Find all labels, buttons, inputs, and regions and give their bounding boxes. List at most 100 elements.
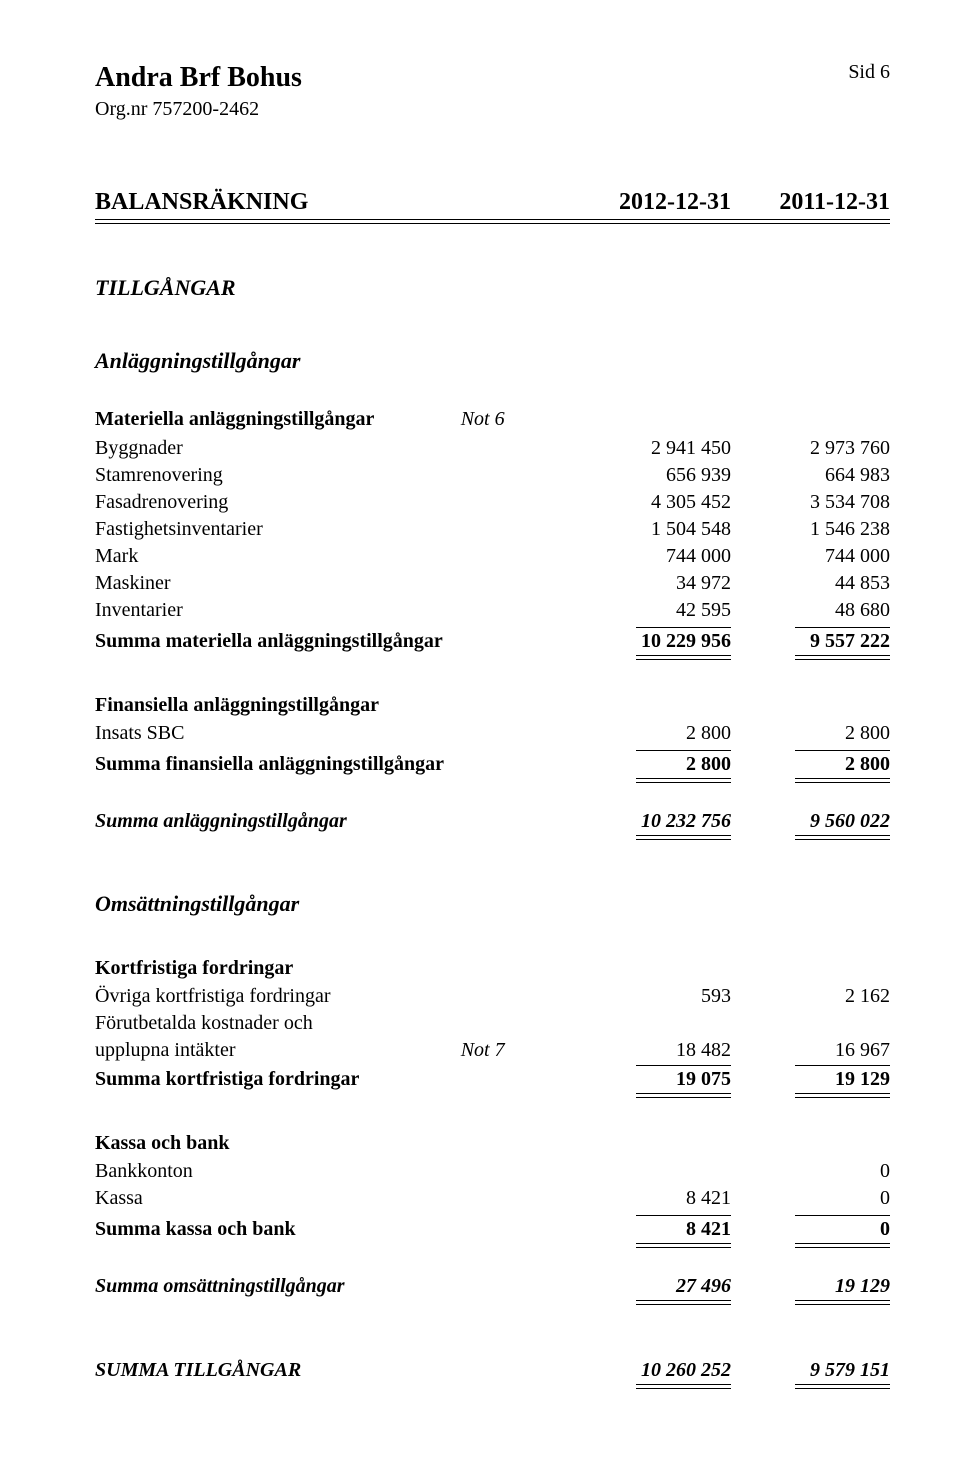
kb-sum-label: Summa kassa och bank [95,1214,461,1243]
finansiella-sum-y1: 2 800 [636,750,731,777]
total-y2: 9 579 151 [795,1358,890,1383]
omsattningstillgangar-heading: Omsättningstillgångar [95,890,890,918]
page-header: Andra Brf Bohus Org.nr 757200-2462 Sid 6 [95,60,890,122]
materiella-sum-y1: 10 229 956 [636,627,731,654]
kf-row2-y1: 18 482 [572,1037,731,1064]
year-col-1: 2012-12-31 [572,187,731,217]
row-label: Maskiner [95,570,461,597]
row-label: Bankkonton [95,1158,461,1185]
anlaggningstillgangar-heading: Anläggningstillgångar [95,347,890,375]
finansiella-heading: Finansiella anläggningstillgångar [95,693,890,718]
table-row: Stamrenovering 656 939664 983 [95,462,890,489]
row-y2: 48 680 [731,597,890,624]
finansiella-rows: Insats SBC 2 8002 800 [95,720,890,747]
kortfristiga-heading: Kortfristiga fordringar [95,956,890,981]
row-y1: 34 972 [572,570,731,597]
table-row: Maskiner 34 97244 853 [95,570,890,597]
org-number: Org.nr 757200-2462 [95,97,302,122]
row-y1: 4 305 452 [572,489,731,516]
finansiella-sum-label: Summa finansiella anläggningstillgångar [95,749,461,778]
row-y2: 0 [731,1185,890,1212]
tillgangar-heading: TILLGÅNGAR [95,274,890,302]
kf-sum-row: Summa kortfristiga fordringar 19 075 19 … [95,1064,890,1093]
table-row: Insats SBC 2 8002 800 [95,720,890,747]
row-y2: 744 000 [731,543,890,570]
kassa-bank-rows: Bankkonton 0 Kassa 8 4210 [95,1158,890,1212]
kb-sum-y1: 8 421 [636,1215,731,1242]
kassa-bank-sum-row: Summa kassa och bank 8 421 0 [95,1214,890,1243]
table-row: upplupna intäkter Not 7 18 482 16 967 [95,1037,890,1064]
kf-row2-label2: upplupna intäkter [95,1037,461,1064]
materiella-heading: Materiella anläggningstillgångar [95,406,461,433]
row-y2: 2 973 760 [731,435,890,462]
kf-row2-y2: 16 967 [731,1037,890,1064]
row-y1: 2 941 450 [572,435,731,462]
table-row: Byggnader 2 941 4502 973 760 [95,435,890,462]
balans-title: BALANSRÄKNING [95,187,461,217]
row-label: Fastighetsinventarier [95,516,461,543]
kb-sum-y2: 0 [795,1215,890,1242]
anl-sum-label: Summa anläggningstillgångar [95,808,461,835]
row-y2: 44 853 [731,570,890,597]
year-col-2: 2011-12-31 [731,187,890,217]
kf-row2-note: Not 7 [461,1037,572,1064]
row-y2: 1 546 238 [731,516,890,543]
row-y1 [572,1158,731,1185]
kf-row1-y1: 593 [572,983,731,1010]
table-row: Bankkonton 0 [95,1158,890,1185]
summa-tillgangar-row: SUMMA TILLGÅNGAR 10 260 252 9 579 151 [95,1357,890,1384]
row-label: Fasadrenovering [95,489,461,516]
kortfristiga-rows: Övriga kortfristiga fordringar 593 2 162… [95,983,890,1093]
row-label: Stamrenovering [95,462,461,489]
anl-sum-y1: 10 232 756 [636,809,731,834]
row-y1: 744 000 [572,543,731,570]
anlaggnings-sum-row: Summa anläggningstillgångar 10 232 756 9… [95,808,890,835]
oms-sum-y2: 19 129 [795,1274,890,1299]
kf-row2-label1: Förutbetalda kostnader och [95,1010,461,1037]
oms-sum-label: Summa omsättningstillgångar [95,1273,461,1300]
total-y1: 10 260 252 [636,1358,731,1383]
kf-sum-y2: 19 129 [795,1065,890,1092]
finansiella-sum-row: Summa finansiella anläggningstillgångar … [95,749,890,778]
row-y1: 1 504 548 [572,516,731,543]
org-name: Andra Brf Bohus [95,60,302,95]
finansiella-sum-y2: 2 800 [795,750,890,777]
table-row: Inventarier 42 59548 680 [95,597,890,624]
kf-row1-label: Övriga kortfristiga fordringar [95,983,461,1010]
row-label: Mark [95,543,461,570]
materiella-sum-row: Summa materiella anläggningstillgångar 1… [95,626,890,655]
kf-row1-y2: 2 162 [731,983,890,1010]
table-row: Fastighetsinventarier 1 504 5481 546 238 [95,516,890,543]
materiella-note: Not 6 [461,406,572,433]
table-row: Kassa 8 4210 [95,1185,890,1212]
table-row: Förutbetalda kostnader och [95,1010,890,1037]
total-label: SUMMA TILLGÅNGAR [95,1357,461,1384]
kf-sum-y1: 19 075 [636,1065,731,1092]
section-balansrakning: BALANSRÄKNING 2012-12-31 2011-12-31 [95,187,890,217]
row-y2: 664 983 [731,462,890,489]
kf-sum-label: Summa kortfristiga fordringar [95,1064,461,1093]
anl-sum-y2: 9 560 022 [795,809,890,834]
row-label: Insats SBC [95,720,461,747]
materiella-sum-label: Summa materiella anläggningstillgångar [95,626,461,655]
row-y1: 8 421 [572,1185,731,1212]
materiella-sum-y2: 9 557 222 [795,627,890,654]
table-row: Mark 744 000744 000 [95,543,890,570]
row-y2: 2 800 [731,720,890,747]
row-y1: 656 939 [572,462,731,489]
oms-sum-y1: 27 496 [636,1274,731,1299]
page-number: Sid 6 [848,60,890,85]
row-y1: 42 595 [572,597,731,624]
row-label: Inventarier [95,597,461,624]
row-label: Byggnader [95,435,461,462]
table-row: Fasadrenovering 4 305 4523 534 708 [95,489,890,516]
row-y2: 3 534 708 [731,489,890,516]
materiella-table: Materiella anläggningstillgångar Not 6 [95,406,890,433]
row-label: Kassa [95,1185,461,1212]
kassa-bank-heading: Kassa och bank [95,1131,890,1156]
materiella-rows: Byggnader2 941 4502 973 760Stamrenoverin… [95,435,890,624]
row-y1: 2 800 [572,720,731,747]
table-row: Övriga kortfristiga fordringar 593 2 162 [95,983,890,1010]
row-y2: 0 [731,1158,890,1185]
omsattnings-sum-row: Summa omsättningstillgångar 27 496 19 12… [95,1273,890,1300]
